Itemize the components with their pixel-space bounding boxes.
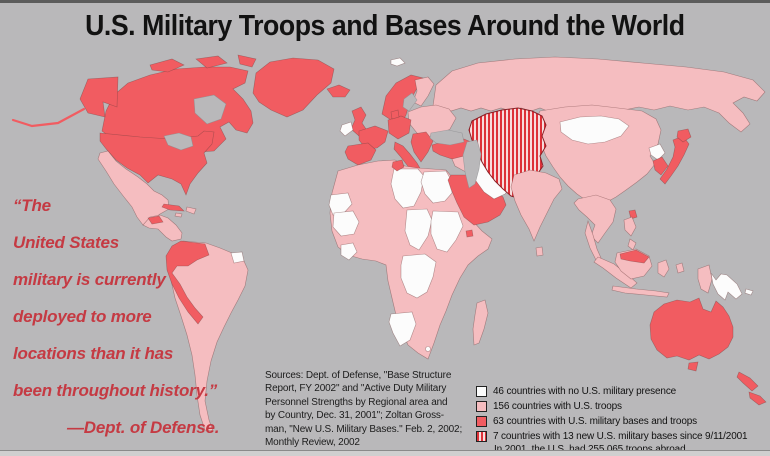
map-region-moluccas xyxy=(675,262,685,274)
map-region-new-zealand-north xyxy=(736,371,759,392)
map-region-taiwan xyxy=(628,209,638,220)
bottom-border-band xyxy=(0,450,770,456)
legend-item: 46 countries with no U.S. military prese… xyxy=(476,384,747,399)
map-region-iceland xyxy=(326,84,351,98)
sources-line: Monthly Review, 2002 xyxy=(265,437,360,449)
map-region-papua-new-guinea xyxy=(710,272,743,301)
map-region-canada-arctic-islands xyxy=(195,55,228,69)
quote-line: deployed to more xyxy=(13,307,152,326)
map-region-lesotho xyxy=(425,346,431,352)
legend-label: 156 countries with U.S. troops xyxy=(493,401,622,412)
legend-swatch-no-presence xyxy=(476,386,487,397)
map-region-sri-lanka xyxy=(535,246,544,257)
map-region-svalbard xyxy=(390,57,406,67)
map-region-madagascar xyxy=(472,299,489,346)
map-region-japan xyxy=(659,135,690,185)
map-region-greenland xyxy=(252,57,335,118)
quote-line: locations than it has xyxy=(13,344,174,363)
map-region-finland xyxy=(412,76,435,107)
map-region-namibia xyxy=(388,311,417,347)
sources-note: Sources: Dept. of Defense, "Base Structu… xyxy=(265,369,463,449)
sources-line: Sources: Dept. of Defense, "Base Structu… xyxy=(265,370,452,381)
map-region-south-korea xyxy=(652,156,669,176)
map-legend: 46 countries with no U.S. military prese… xyxy=(476,384,748,456)
world-map xyxy=(11,54,767,432)
map-region-honduras xyxy=(147,215,164,225)
map-region-ivory-coast xyxy=(340,242,358,261)
map-region-cuba xyxy=(161,203,185,212)
sources-line: Report, FY 2002" and "Active Duty Milita… xyxy=(265,383,447,395)
legend-swatch-new-bases xyxy=(476,431,487,442)
legend-label: 63 countries with U.S. military bases an… xyxy=(493,416,698,427)
page-title: U.S. Military Troops and Bases Around th… xyxy=(85,10,685,42)
map-region-north-korea xyxy=(648,143,666,161)
quote-line: military is currently xyxy=(13,270,166,289)
legend-footnote: In 2001, the U.S. had 255,065 troops abr… xyxy=(476,444,747,456)
map-region-caspian-sea xyxy=(462,139,482,189)
map-region-libya xyxy=(390,168,425,209)
map-region-chad xyxy=(404,208,433,251)
map-region-colombia-ecuador-peru xyxy=(165,240,210,325)
map-region-alaska xyxy=(79,76,119,118)
map-region-djibouti xyxy=(465,229,474,238)
map-region-denmark xyxy=(390,109,400,120)
map-region-indochina xyxy=(573,194,617,244)
legend-swatch-troops xyxy=(476,401,487,412)
map-region-spain-portugal xyxy=(344,142,377,166)
map-region-west-papua xyxy=(697,264,713,294)
map-region-egypt xyxy=(420,170,453,204)
map-region-hudson-bay xyxy=(193,94,227,125)
map-region-jamaica xyxy=(174,212,183,218)
map-region-tunisia xyxy=(391,159,405,172)
map-region-canada-arctic-islands xyxy=(237,54,257,68)
map-region-mexico xyxy=(97,150,170,226)
map-region-japan-hokkaido xyxy=(676,128,692,143)
map-region-sulawesi xyxy=(657,259,670,278)
map-region-balkans-greece xyxy=(410,131,434,163)
legend-item: 7 countries with 13 new U.S. military ba… xyxy=(476,429,748,444)
sources-line: by Country, Dec. 31, 2001"; Zoltan Gross… xyxy=(265,410,444,422)
legend-item: 156 countries with U.S. troops xyxy=(476,399,747,414)
map-region-black-sea xyxy=(429,129,465,146)
map-region-tasmania xyxy=(687,361,699,372)
map-region-aleutian-islands xyxy=(11,107,86,128)
map-region-russia xyxy=(432,56,766,133)
legend-label: 46 countries with no U.S. military prese… xyxy=(493,386,677,397)
map-region-australia xyxy=(649,297,734,361)
quote-line: “The xyxy=(13,196,51,215)
map-region-baltic-sea xyxy=(402,92,418,112)
map-region-hispaniola xyxy=(185,206,197,215)
map-region-new-zealand-south xyxy=(748,391,767,406)
map-region-canada-arctic-islands xyxy=(149,58,185,73)
map-region-north-borneo-malaysia xyxy=(619,249,650,264)
quote-line: United States xyxy=(13,233,120,252)
legend-label: 7 countries with 13 new U.S. military ba… xyxy=(493,431,748,442)
quote-line: been throughout history.” xyxy=(13,381,218,400)
map-region-ireland xyxy=(339,121,354,137)
legend-swatch-bases-and-troops xyxy=(476,416,487,427)
map-region-philippines xyxy=(623,216,637,237)
map-region-philippines-south xyxy=(627,238,637,251)
map-region-java xyxy=(611,285,670,298)
map-region-south-america xyxy=(168,240,249,432)
map-region-sudan xyxy=(430,210,464,253)
map-region-mongolia xyxy=(559,115,630,145)
quote-attribution: —Dept. of Defense. xyxy=(67,418,220,437)
map-region-mauritania xyxy=(332,210,360,237)
map-region-india xyxy=(510,169,563,242)
map-region-great-lakes xyxy=(163,132,194,151)
quote-block: “The United States military is currently… xyxy=(13,187,243,446)
map-region-germany-central-europe xyxy=(387,115,412,140)
sources-line: Personnel Strengths by Regional area and xyxy=(265,396,448,408)
map-region-guyana xyxy=(230,251,245,264)
sources-line: man, "New U.S. Military Bases." Feb. 2, … xyxy=(265,423,463,435)
map-region-drc xyxy=(400,253,437,299)
map-region-solomon-islands xyxy=(744,288,754,296)
legend-item: 63 countries with U.S. military bases an… xyxy=(476,414,747,429)
